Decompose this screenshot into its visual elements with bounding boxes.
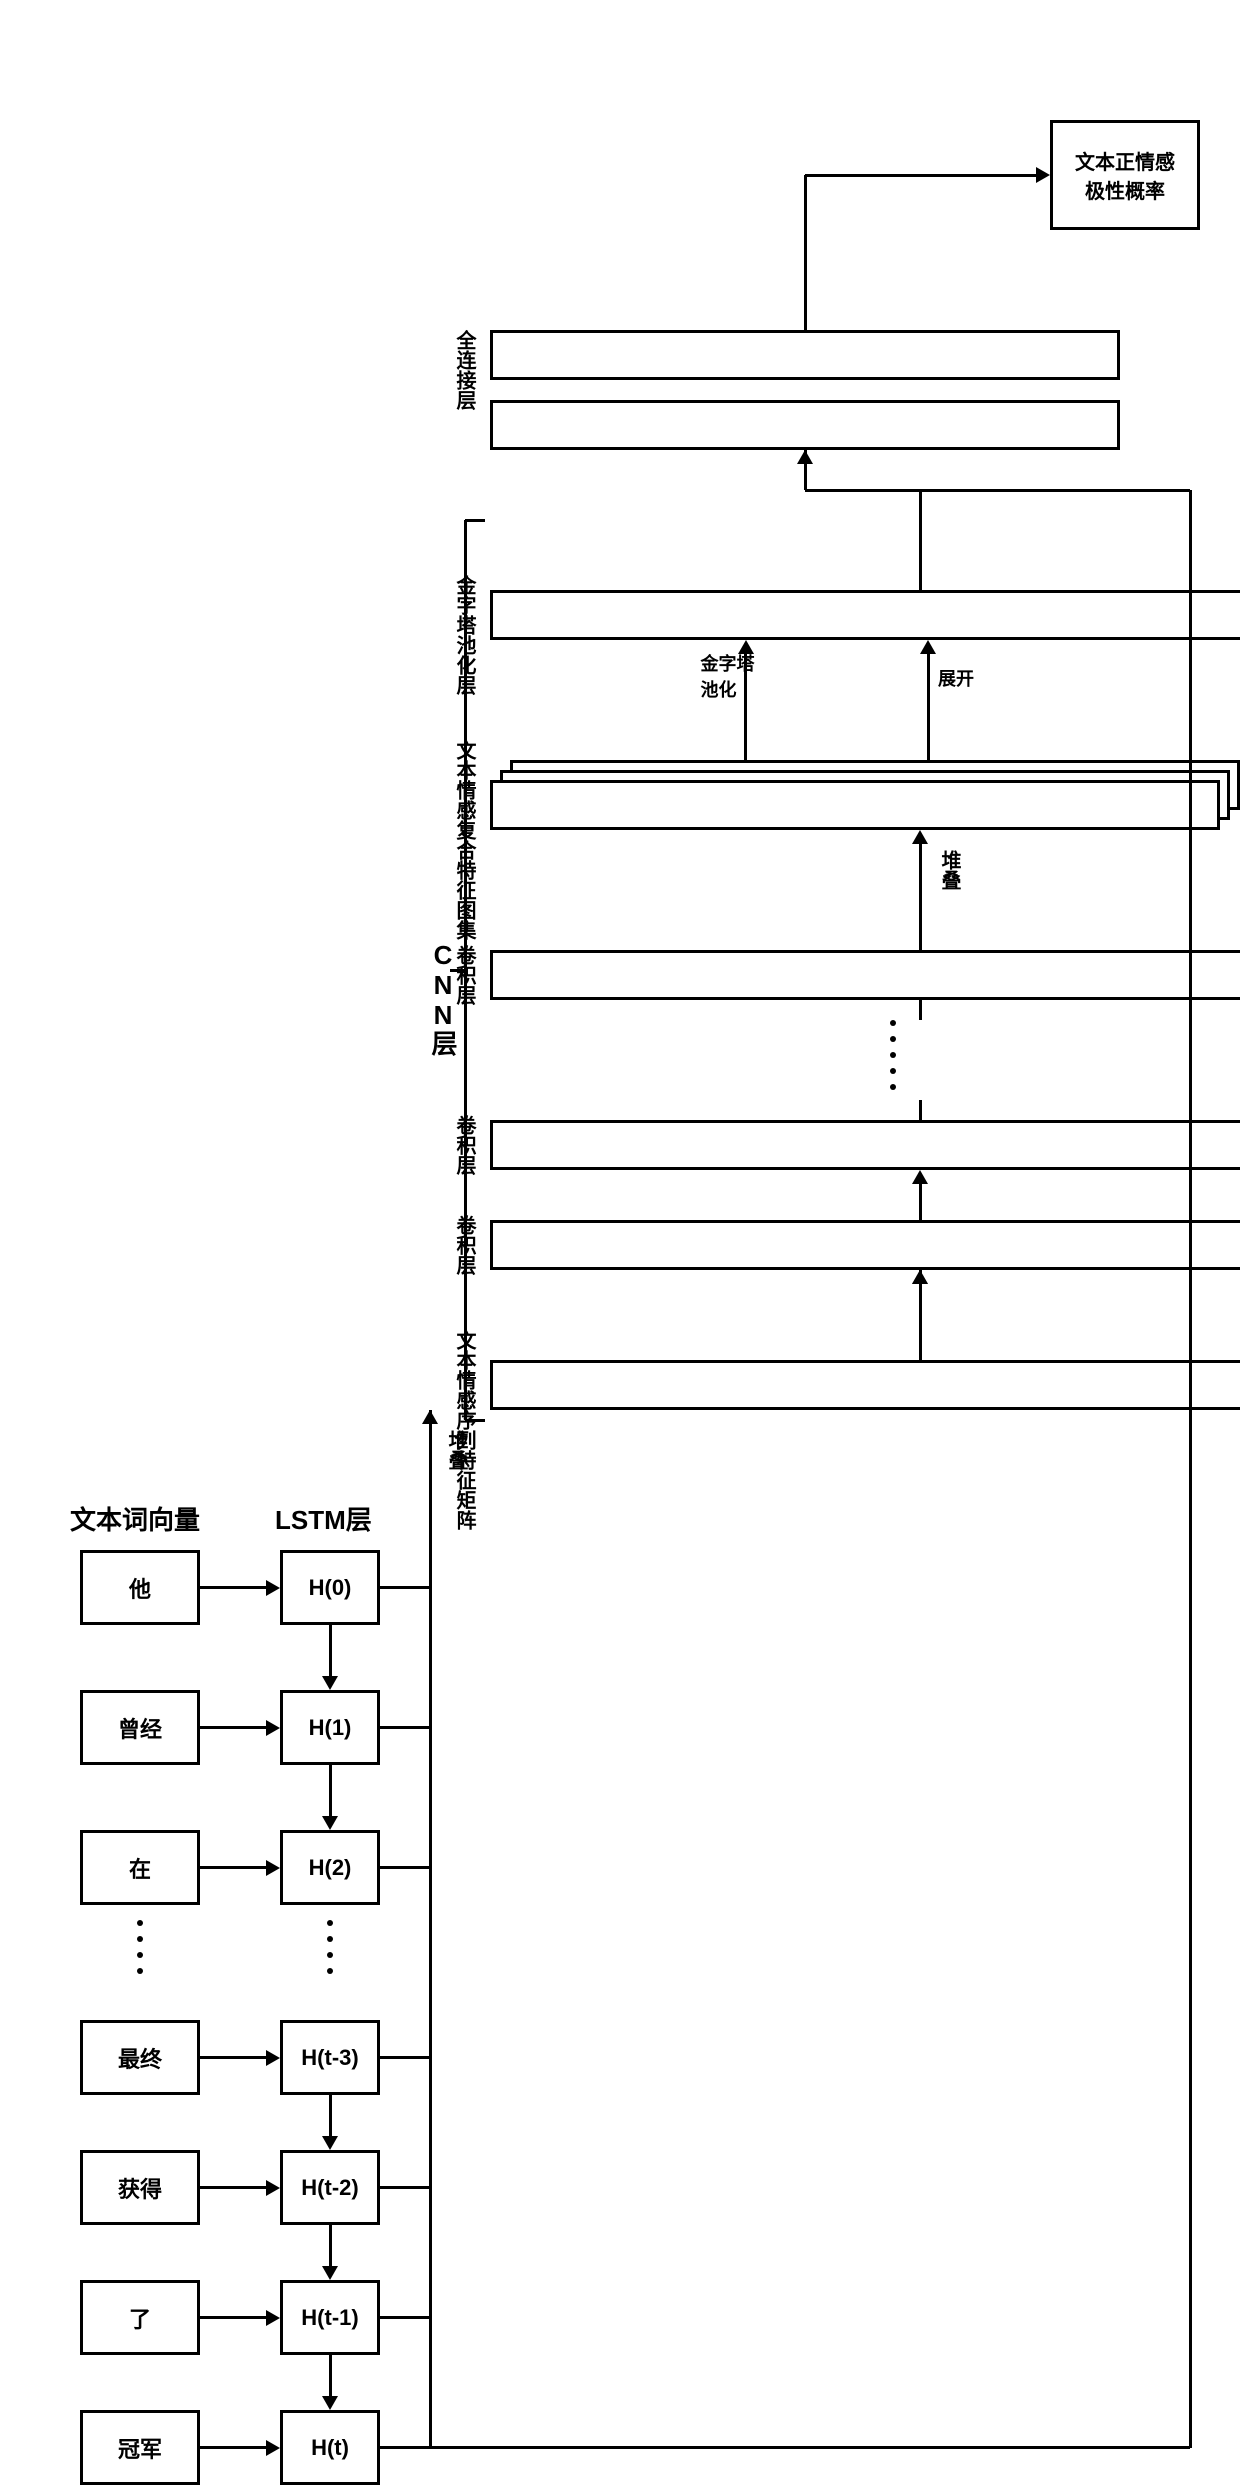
pyramid-pool-bar (490, 590, 1240, 640)
fc-bar-2 (490, 330, 1120, 380)
label-conv-1: 卷积层 (450, 1115, 479, 1175)
label-unfold: 展开 (938, 665, 974, 691)
label-lstm-layer: LSTM层 (275, 1500, 372, 1537)
word-box-4: 获得 (80, 2150, 200, 2225)
word-box-3: 最终 (80, 2020, 200, 2095)
conv-bar-0 (490, 1220, 1240, 1270)
feature-map-0 (490, 780, 1220, 830)
architecture-diagram: 文本词向量LSTM层CNN层他H(0)曾经H(1)在H(2)最终H(t-3)获得… (20, 20, 1220, 2320)
label-conv-0: 卷积层 (450, 1215, 479, 1275)
lstm-cell-0: H(0) (280, 1550, 380, 1625)
conv-bar-2 (490, 950, 1240, 1000)
label-fc: 全连接层 (450, 330, 479, 460)
word-box-2: 在 (80, 1830, 200, 1905)
label-word-vector: 文本词向量 (70, 1500, 200, 1537)
lstm-cell-6: H(t) (280, 2410, 380, 2485)
word-box-1: 曾经 (80, 1690, 200, 1765)
word-box-6: 冠军 (80, 2410, 200, 2485)
output-box: 文本正情感 极性概率 (1050, 120, 1200, 230)
label-conv-2: 卷积层 (450, 945, 479, 1005)
fc-bar-1 (490, 400, 1120, 450)
lstm-cell-2: H(2) (280, 1830, 380, 1905)
label-feature-matrix: 文本情感序列特征矩阵 (450, 1330, 479, 1500)
lstm-cell-3: H(t-3) (280, 2020, 380, 2095)
label-stack-2: 堆叠 (935, 850, 964, 890)
conv-bar-1 (490, 1120, 1240, 1170)
word-box-0: 他 (80, 1550, 200, 1625)
lstm-cell-5: H(t-1) (280, 2280, 380, 2355)
label-pp-arrow: 金字塔 池化 (701, 650, 755, 702)
label-pyramid-pool: 金字塔池化层 (450, 575, 479, 725)
lstm-cell-1: H(1) (280, 1690, 380, 1765)
feature-matrix-bar (490, 1360, 1240, 1410)
label-feature-map: 文本情感复合特征图集 (450, 740, 479, 940)
word-box-5: 了 (80, 2280, 200, 2355)
lstm-cell-4: H(t-2) (280, 2150, 380, 2225)
